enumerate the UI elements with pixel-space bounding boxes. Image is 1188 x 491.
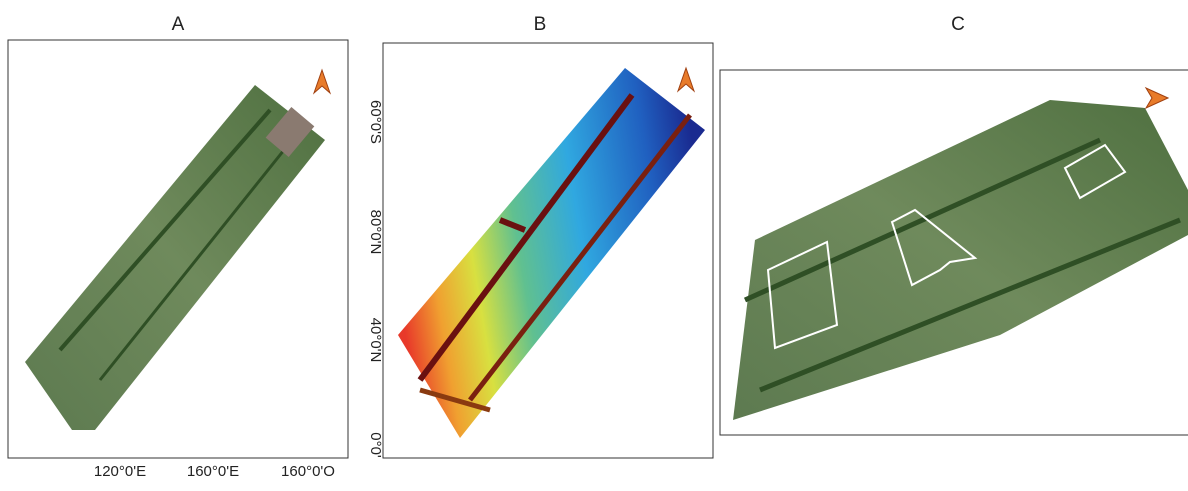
x-coordinate-label: 160°0'E (187, 463, 239, 480)
elevation-model (398, 68, 705, 438)
figure: A B C 120°0'E 160°0'E 160°0'O 0°0' 40°0'… (0, 0, 1188, 491)
x-coordinate-label: 160°0'O (281, 463, 335, 480)
y-coordinate-label: 0°0' (367, 432, 384, 458)
north-arrow (678, 68, 694, 91)
x-coordinate-label: 120°0'E (94, 463, 146, 480)
y-coordinate-label: 40°0'N (367, 318, 384, 363)
panel-label: A (172, 14, 185, 35)
north-arrow (1146, 88, 1168, 108)
north-arrow (314, 70, 330, 93)
y-coordinate-label: 60°0'S (367, 100, 384, 144)
y-coordinate-label: 80°0'N (367, 210, 384, 255)
panel-label: B (534, 14, 547, 35)
panel-label: C (951, 14, 965, 35)
